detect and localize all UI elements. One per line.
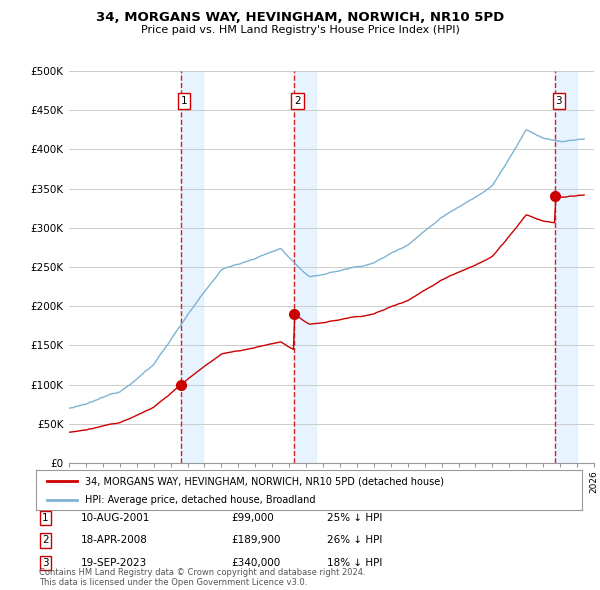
Text: 1: 1 [181, 96, 187, 106]
Text: 1: 1 [42, 513, 49, 523]
Text: 2: 2 [295, 96, 301, 106]
Text: 3: 3 [42, 558, 49, 568]
Text: 18-APR-2008: 18-APR-2008 [81, 536, 148, 545]
Text: £189,900: £189,900 [231, 536, 281, 545]
Text: 34, MORGANS WAY, HEVINGHAM, NORWICH, NR10 5PD (detached house): 34, MORGANS WAY, HEVINGHAM, NORWICH, NR1… [85, 476, 444, 486]
Text: HPI: Average price, detached house, Broadland: HPI: Average price, detached house, Broa… [85, 496, 316, 505]
Text: 19-SEP-2023: 19-SEP-2023 [81, 558, 147, 568]
Text: 34, MORGANS WAY, HEVINGHAM, NORWICH, NR10 5PD: 34, MORGANS WAY, HEVINGHAM, NORWICH, NR1… [96, 11, 504, 24]
Text: 26% ↓ HPI: 26% ↓ HPI [327, 536, 382, 545]
Bar [556, 71, 577, 463]
Text: 10-AUG-2001: 10-AUG-2001 [81, 513, 151, 523]
Text: 2: 2 [42, 536, 49, 545]
Text: £340,000: £340,000 [231, 558, 280, 568]
Bar [181, 71, 203, 463]
Text: Price paid vs. HM Land Registry's House Price Index (HPI): Price paid vs. HM Land Registry's House … [140, 25, 460, 35]
Bar [294, 71, 316, 463]
Text: 25% ↓ HPI: 25% ↓ HPI [327, 513, 382, 523]
Text: £99,000: £99,000 [231, 513, 274, 523]
Text: 18% ↓ HPI: 18% ↓ HPI [327, 558, 382, 568]
Text: 3: 3 [556, 96, 562, 106]
Text: Contains HM Land Registry data © Crown copyright and database right 2024.
This d: Contains HM Land Registry data © Crown c… [39, 568, 365, 587]
